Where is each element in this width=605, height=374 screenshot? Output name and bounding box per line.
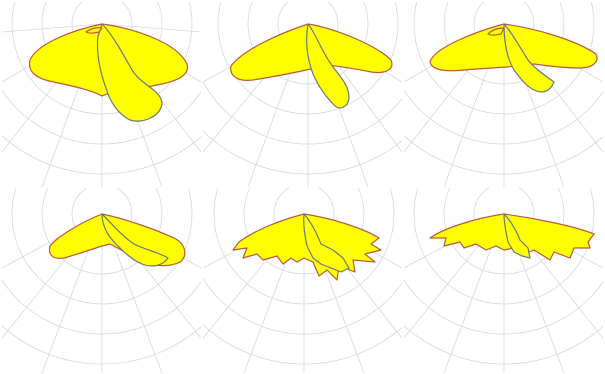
intensity-curve-c90 <box>306 23 350 109</box>
polar-plot-5 <box>203 188 402 373</box>
polar-diagram-panel-1 <box>2 2 201 187</box>
polar-diagram-panel-2 <box>203 2 402 187</box>
intensity-curve-c90 <box>101 213 169 267</box>
small-lobe <box>487 27 505 36</box>
polar-diagram-panel-6 <box>404 188 603 373</box>
polar-diagram-panel-4 <box>2 188 201 373</box>
polar-plot-2 <box>203 2 402 187</box>
polar-diagram-panel-5 <box>203 188 402 373</box>
polar-plot-3 <box>404 2 603 187</box>
small-lobe <box>85 27 103 34</box>
intensity-curve-c90 <box>96 23 163 122</box>
polar-plot-4 <box>2 188 201 373</box>
intensity-curve-c90 <box>503 23 555 93</box>
intensity-curve-c90 <box>503 213 531 259</box>
polar-plot-6 <box>404 188 603 373</box>
polar-plot-1 <box>2 2 201 187</box>
polar-diagram-panel-3 <box>404 2 603 187</box>
intensity-curve-c90 <box>303 213 350 273</box>
